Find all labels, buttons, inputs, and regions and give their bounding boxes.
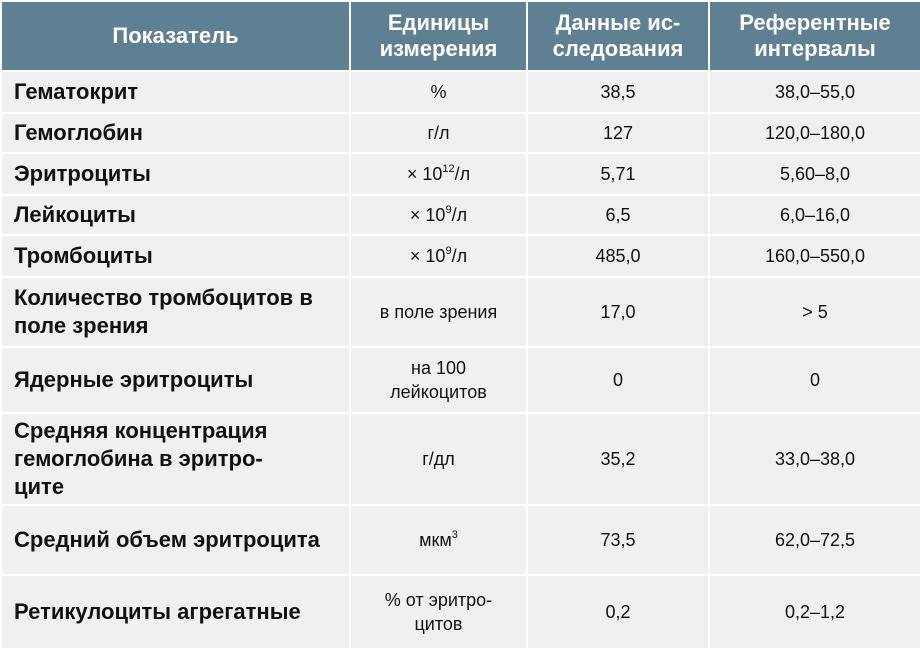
indicator-name: Гематокрит: [0, 70, 351, 114]
indicator-name: Эритроциты: [0, 152, 351, 196]
reference-interval: 62,0–72,5: [708, 504, 920, 576]
unit: %: [349, 70, 528, 114]
unit: % от эритро-цитов: [349, 574, 528, 650]
study-value: 0: [526, 346, 710, 414]
table-row: Количество тромбоцитов в поле зрения в по…: [0, 276, 920, 348]
indicator-name: Ядерные эритроциты: [0, 346, 351, 414]
study-value: 73,5: [526, 504, 710, 576]
unit: на 100 лейкоцитов: [349, 346, 528, 414]
table-row: Средний объем эритроцита мкм3 73,5 62,0–72,…: [0, 504, 920, 576]
reference-interval: > 5: [708, 276, 920, 348]
table-row: Ядерные эритроциты на 100 лейкоцитов 0 0: [0, 346, 920, 414]
reference-interval: 6,0–16,0: [708, 194, 920, 236]
indicator-name: Средняя концентрация гемоглобина в эритро…: [0, 412, 351, 506]
table-row: Ретикулоциты агрегатные% от эритро-цитов…: [0, 574, 920, 650]
header-indicator: Показатель: [0, 0, 351, 72]
header-units: Единицы измерения: [349, 0, 528, 72]
indicator-name: Гемоглобин: [0, 112, 351, 154]
reference-interval: 33,0–38,0: [708, 412, 920, 506]
reference-interval: 38,0–55,0: [708, 70, 920, 114]
study-value: 485,0: [526, 234, 710, 278]
unit: мкм3: [349, 504, 528, 576]
table-row: Гемоглобин г/л 127 120,0–180,0: [0, 112, 920, 154]
study-value: 6,5: [526, 194, 710, 236]
indicator-name: Средний объем эритроцита: [0, 504, 351, 576]
study-value: 38,5: [526, 70, 710, 114]
table-row: Средняя концентрация гемоглобина в эритро…: [0, 412, 920, 506]
header-reference: Референтные интервалы: [708, 0, 920, 72]
unit: × 109/л: [349, 234, 528, 278]
unit: г/дл: [349, 412, 528, 506]
reference-interval: 0,2–1,2: [708, 574, 920, 650]
table-row: Лейкоциты × 109/л 6,5 6,0–16,0: [0, 194, 920, 236]
table-row: Тромбоциты × 109/л 485,0 160,0–550,0: [0, 234, 920, 278]
unit: × 1012/л: [349, 152, 528, 196]
study-value: 127: [526, 112, 710, 154]
indicator-name: Тромбоциты: [0, 234, 351, 278]
reference-interval: 0: [708, 346, 920, 414]
indicator-name: Ретикулоциты агрегатные: [0, 574, 351, 650]
reference-interval: 160,0–550,0: [708, 234, 920, 278]
header-study-data: Данные ис-следования: [526, 0, 710, 72]
reference-interval: 120,0–180,0: [708, 112, 920, 154]
unit: × 109/л: [349, 194, 528, 236]
unit: в поле зрения: [349, 276, 528, 348]
table-row: Гематокрит% 38,5 38,0–55,0: [0, 70, 920, 114]
indicator-name: Количество тромбоцитов в поле зрения: [0, 276, 351, 348]
header-row: Показатель Единицы измерения Данные ис-сл…: [0, 0, 920, 72]
study-value: 0,2: [526, 574, 710, 650]
unit: г/л: [349, 112, 528, 154]
reference-interval: 5,60–8,0: [708, 152, 920, 196]
table-row: Эритроциты × 1012/л 5,71 5,60–8,0: [0, 152, 920, 196]
study-value: 17,0: [526, 276, 710, 348]
indicator-name: Лейкоциты: [0, 194, 351, 236]
study-value: 5,71: [526, 152, 710, 196]
study-value: 35,2: [526, 412, 710, 506]
